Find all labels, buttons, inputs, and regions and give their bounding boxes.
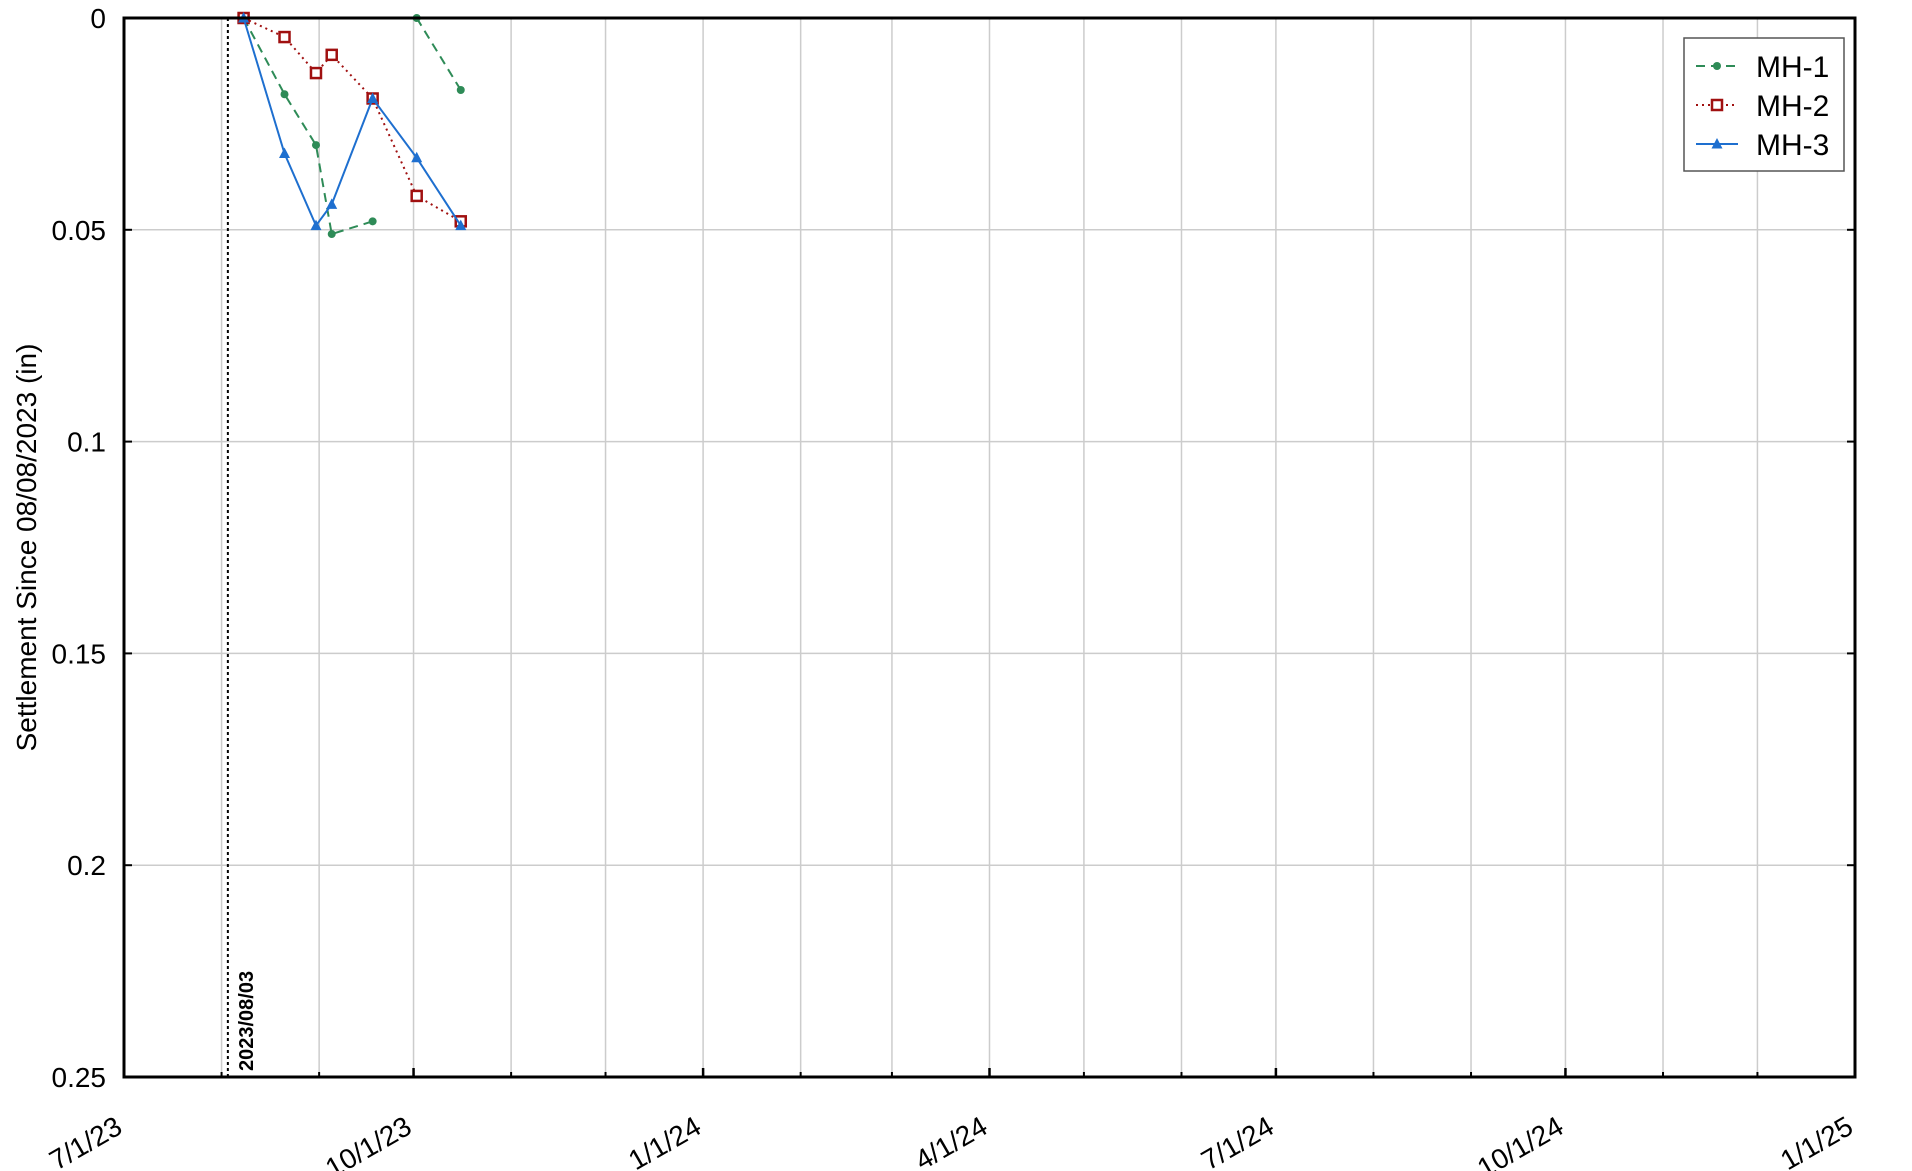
y-tick-label: 0.25 (52, 1062, 107, 1093)
legend-item-mh-1: MH-1 (1696, 51, 1829, 84)
series-line-mh-2 (243, 17, 462, 223)
y-axis-title: Settlement Since 08/08/2023 (in) (11, 344, 42, 752)
axis-ticks (122, 17, 1857, 1078)
x-tick-label: 7/1/23 (44, 1110, 127, 1171)
axis-labels: 0 0.05 0.1 0.15 0.2 0.25 7/1/23 10/1/23 1/1/24 4/… (44, 3, 1858, 1171)
grid-lines (124, 18, 1855, 1077)
legend-item-mh-2: MH-2 (1696, 90, 1829, 123)
data-point-mh-3 (411, 151, 423, 163)
series-mh-3 (238, 12, 467, 231)
legend-swatch-marker (1713, 62, 1721, 70)
x-tick-label: 4/1/24 (910, 1110, 993, 1171)
data-point-mh-3 (367, 92, 379, 103)
y-tick-label: 0.15 (52, 638, 107, 669)
data-point-mh-1 (280, 90, 289, 99)
series-mh-2 (237, 11, 468, 228)
x-tick-label: 10/1/24 (1472, 1110, 1568, 1171)
data-point-mh-1 (368, 217, 377, 226)
legend-box (1683, 37, 1845, 172)
y-tick-label: 0.2 (67, 850, 106, 881)
data-point-mh-3 (326, 198, 338, 209)
data-point-mh-3 (455, 219, 467, 231)
y-tick-label: 0.05 (52, 215, 107, 246)
marker-label: 2023/08/03 (236, 971, 258, 1071)
x-tick-label: 1/1/24 (623, 1110, 706, 1171)
series-line-mh-3 (242, 17, 462, 228)
data-point-mh-1 (311, 141, 320, 150)
legend-label: MH-2 (1756, 90, 1829, 123)
data-point-mh-2 (410, 189, 423, 203)
legend-label: MH-3 (1756, 129, 1829, 162)
x-tick-label: 10/1/23 (320, 1110, 416, 1171)
y-tick-label: 0 (90, 3, 106, 34)
legend-item-mh-3: MH-3 (1696, 129, 1829, 162)
legend-label: MH-1 (1756, 51, 1829, 84)
legend: MH-1 MH-2 MH-3 (1683, 37, 1845, 172)
data-point-mh-1 (327, 230, 336, 239)
x-tick-label: 7/1/24 (1196, 1110, 1279, 1171)
data-point-mh-2 (325, 48, 338, 62)
legend-swatch-marker (1710, 98, 1724, 112)
legend-swatch-marker (1711, 138, 1723, 149)
series-line-mh-1 (242, 17, 373, 236)
vertical-date-marker: 2023/08/03 (226, 18, 258, 1077)
data-point-mh-2 (309, 66, 323, 80)
series-line-mh-1 (415, 17, 462, 91)
data-point-mh-3 (279, 147, 291, 159)
y-tick-label: 0.1 (67, 427, 106, 458)
data-point-mh-3 (310, 219, 322, 231)
data-point-mh-2 (278, 30, 291, 44)
x-tick-label: 1/1/25 (1775, 1110, 1858, 1171)
series-group (237, 11, 468, 239)
data-point-mh-1 (456, 86, 465, 95)
